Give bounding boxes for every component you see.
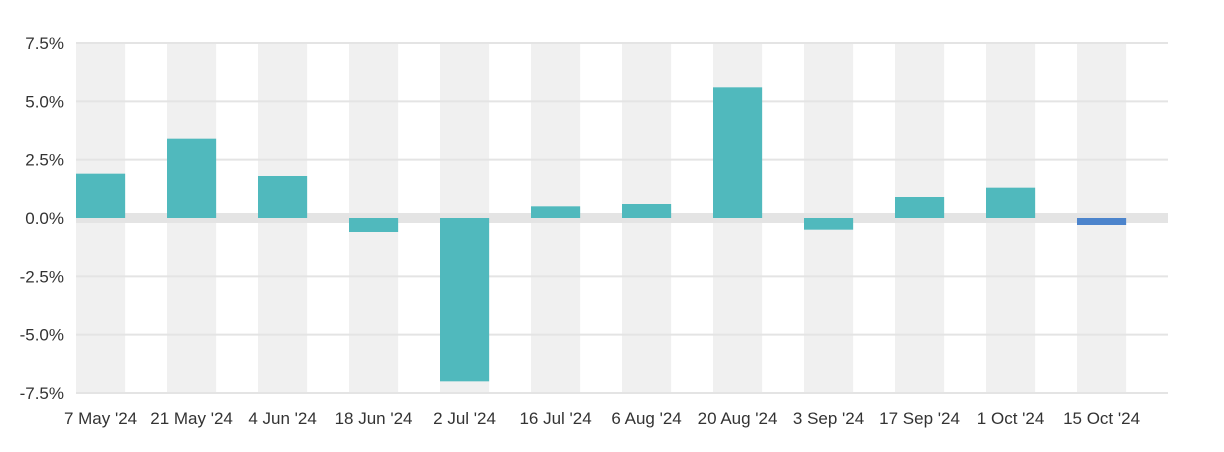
bar-10[interactable]: [986, 187, 1036, 218]
x-tick-label: 7 May '24: [64, 409, 137, 428]
bar-6[interactable]: [622, 204, 672, 218]
bar-8[interactable]: [804, 218, 854, 230]
y-tick-label: -2.5%: [20, 267, 64, 286]
bar-11[interactable]: [1077, 218, 1127, 225]
x-tick-label: 18 Jun '24: [335, 409, 413, 428]
y-tick-label: -7.5%: [20, 384, 64, 403]
y-tick-label: -5.0%: [20, 326, 64, 345]
x-tick-label: 16 Jul '24: [519, 409, 591, 428]
x-tick-label: 4 Jun '24: [248, 409, 316, 428]
x-tick-label: 20 Aug '24: [698, 409, 778, 428]
x-tick-label: 21 May '24: [150, 409, 233, 428]
bar-9[interactable]: [895, 197, 945, 218]
y-tick-label: 0.0%: [25, 209, 64, 228]
y-tick-label: 7.5%: [25, 34, 64, 53]
x-tick-label: 15 Oct '24: [1063, 409, 1140, 428]
x-tick-label: 1 Oct '24: [977, 409, 1045, 428]
x-tick-label: 6 Aug '24: [611, 409, 681, 428]
bar-2[interactable]: [258, 176, 308, 218]
bar-0[interactable]: [76, 173, 126, 218]
bar-4[interactable]: [440, 218, 490, 382]
bar-5[interactable]: [531, 206, 581, 218]
bar-3[interactable]: [349, 218, 399, 232]
y-tick-label: 5.0%: [25, 92, 64, 111]
bar-7[interactable]: [713, 87, 763, 218]
x-tick-label: 3 Sep '24: [793, 409, 864, 428]
x-tick-label: 17 Sep '24: [879, 409, 960, 428]
x-axis: 7 May '24 21 May '24 4 Jun '24 18 Jun '24 2 …: [64, 409, 1140, 428]
bars: [76, 87, 1127, 382]
y-axis: 7.5% 5.0% 2.5% 0.0% -2.5% -5.0% -7.5%: [20, 34, 64, 403]
bar-1[interactable]: [167, 138, 217, 218]
x-tick-label: 2 Jul '24: [433, 409, 496, 428]
y-tick-label: 2.5%: [25, 151, 64, 170]
